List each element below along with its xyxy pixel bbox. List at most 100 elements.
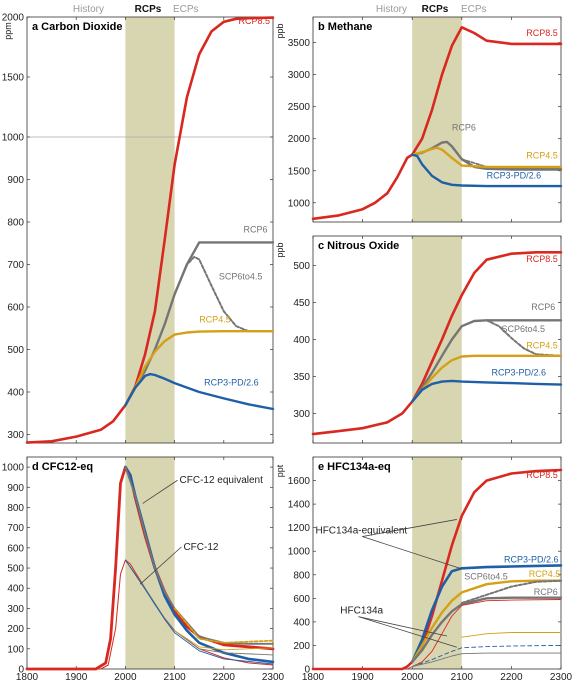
x-tick-label: 2300 — [262, 672, 285, 681]
annotation-leader — [142, 479, 178, 504]
series-line — [311, 25, 563, 221]
x-tick-label: 1900 — [351, 672, 374, 681]
annotation-label: HFC134a — [340, 606, 383, 617]
series-line — [411, 153, 563, 188]
y-tick-label: 600 — [7, 303, 24, 314]
series-label: RCP4.5 — [526, 340, 558, 350]
annotation-label: HFC134a-equivalent — [315, 526, 407, 537]
series-line — [411, 354, 563, 403]
annotation-leader — [358, 616, 457, 648]
series-line — [485, 319, 562, 357]
panel-title: c Nitrous Oxide — [318, 240, 399, 252]
x-tick-label: 1800 — [302, 672, 325, 681]
series-label: RCP6 — [534, 587, 558, 597]
y-tick-label: 3000 — [288, 70, 311, 81]
y-tick-label: 1500 — [288, 166, 311, 177]
x-tick-label: 2200 — [213, 672, 236, 681]
y-tick-label: 1600 — [288, 476, 311, 487]
x-tick-label: 2200 — [500, 672, 523, 681]
x-tick-label: 1800 — [16, 672, 39, 681]
series-label: RCP4.5 — [529, 569, 561, 579]
y-tick-label: 500 — [293, 261, 310, 272]
y-tick-label: 1500 — [2, 73, 25, 84]
series-line — [26, 559, 274, 670]
x-tick-label: 2000 — [114, 672, 137, 681]
y-tick-label: 300 — [293, 409, 310, 420]
series-label: SCP6to4.5 — [464, 571, 508, 581]
y-tick-label: 900 — [7, 483, 24, 494]
y-tick-label: 1400 — [288, 500, 311, 511]
x-tick-label: 1900 — [65, 672, 88, 681]
y-tick-label: 200 — [293, 641, 310, 652]
annotation-label: CFC-12 equivalent — [180, 475, 264, 486]
y-unit-label: ppb — [275, 23, 285, 38]
series-label: RCP3-PD/2.6 — [487, 170, 542, 180]
era-rcps-right: RCPs — [422, 4, 449, 15]
y-tick-label: 700 — [7, 523, 24, 534]
axes-frame — [26, 456, 274, 670]
y-tick-label: 1000 — [288, 547, 311, 558]
x-tick-label: 2100 — [451, 672, 474, 681]
y-tick-label: 0 — [18, 665, 24, 676]
series-line — [124, 330, 275, 407]
panel-d: 0 100 200 300 400 500 600 700 800 900 1000 1800 1900… — [2, 456, 285, 681]
annotation-leader — [139, 546, 182, 585]
y-unit-label: ppm — [3, 22, 13, 40]
era-ecps-right: ECPs — [461, 4, 487, 15]
rcp-era-shade — [412, 236, 462, 443]
y-tick-label: 200 — [7, 624, 24, 635]
y-tick-label: 800 — [7, 218, 24, 229]
y-tick-label: 400 — [293, 617, 310, 628]
series-line — [411, 379, 563, 403]
series-label: RCP3-PD/2.6 — [204, 378, 259, 388]
series-line — [311, 468, 563, 671]
panel-title: b Methane — [318, 21, 372, 33]
y-unit-label: ppb — [275, 242, 285, 257]
annotation-leader — [358, 616, 448, 637]
y-tick-label: 350 — [293, 372, 310, 383]
axes-frame — [26, 16, 274, 444]
y-tick-label: 100 — [7, 644, 24, 655]
series-label: RCP3-PD/2.6 — [492, 368, 547, 378]
y-tick-label: 900 — [7, 175, 24, 186]
panel-title: a Carbon Dioxide — [32, 21, 122, 33]
panel-title: e HFC134a-eq — [318, 461, 391, 473]
annotation-leader — [362, 519, 457, 537]
era-history-left: History — [73, 4, 104, 15]
y-tick-label: 1000 — [288, 198, 311, 209]
y-tick-label: 2000 — [2, 13, 25, 24]
series-label: RCP8.5 — [526, 28, 558, 38]
series-line — [410, 564, 563, 664]
x-tick-label: 2300 — [550, 672, 573, 681]
series-label: RCP3-PD/2.6 — [504, 554, 559, 564]
series-line — [124, 466, 274, 645]
series-line — [173, 255, 274, 333]
annotation-label: CFC-12 — [183, 542, 218, 553]
era-history-right: History — [376, 4, 407, 15]
series-line — [411, 319, 563, 403]
series-line — [411, 652, 562, 668]
y-tick-label: 1000 — [2, 133, 25, 144]
series-label: RCP6 — [243, 225, 267, 235]
series-label: RCP4.5 — [526, 151, 558, 161]
series-label: RCP4.5 — [199, 315, 231, 325]
y-tick-label: 400 — [293, 335, 310, 346]
y-tick-label: 500 — [7, 564, 24, 575]
y-tick-label: 1200 — [288, 523, 311, 534]
rcp-era-shade — [412, 457, 462, 669]
rcp-era-shade — [412, 17, 462, 222]
series-line — [411, 596, 563, 664]
series-label: RCP6 — [452, 122, 476, 132]
series-line — [411, 579, 563, 664]
era-rcps-left: RCPs — [135, 4, 162, 15]
y-tick-label: 600 — [293, 594, 310, 605]
era-ecps-left: ECPs — [173, 4, 199, 15]
y-tick-label: 0 — [304, 665, 310, 676]
axes-frame — [312, 16, 562, 223]
y-tick-label: 2000 — [288, 134, 311, 145]
series-line — [311, 251, 563, 436]
y-tick-label: 800 — [7, 503, 24, 514]
series-line — [406, 599, 562, 670]
y-tick-label: 400 — [7, 584, 24, 595]
